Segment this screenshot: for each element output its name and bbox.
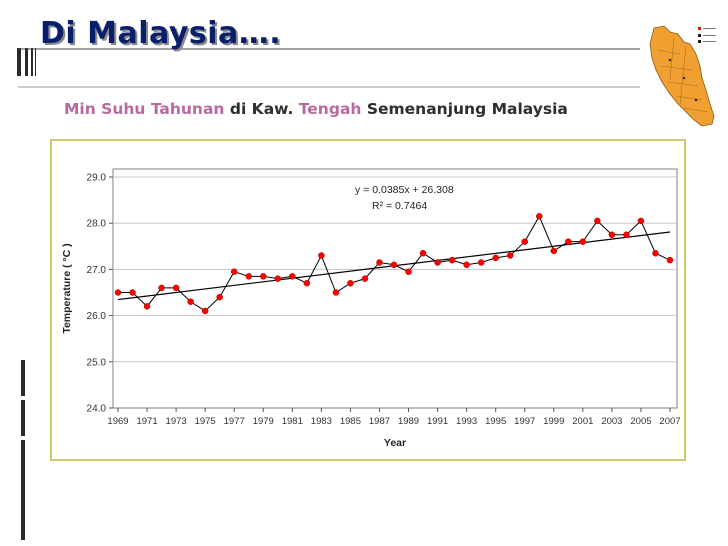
data-point bbox=[289, 273, 296, 280]
data-point bbox=[550, 247, 558, 255]
data-point bbox=[419, 249, 427, 257]
x-tick-label: 1981 bbox=[282, 416, 303, 427]
data-point bbox=[463, 261, 470, 269]
data-point bbox=[129, 289, 136, 296]
deco-bar bbox=[21, 360, 25, 396]
x-tick-label: 1995 bbox=[485, 416, 506, 427]
data-point bbox=[434, 259, 441, 266]
y-tick-label: 29.0 bbox=[87, 173, 107, 184]
map-legend-mark bbox=[698, 27, 701, 30]
data-point bbox=[347, 280, 354, 287]
x-tick-label: 1991 bbox=[427, 416, 448, 427]
deco-bar bbox=[17, 48, 21, 76]
data-point bbox=[506, 252, 514, 259]
map-legend-mark bbox=[698, 34, 701, 37]
x-tick-label: 1971 bbox=[136, 416, 157, 427]
data-point bbox=[260, 273, 267, 280]
x-tick-label: 1975 bbox=[195, 416, 216, 427]
data-point bbox=[172, 284, 180, 292]
data-point bbox=[652, 249, 659, 257]
x-tick-label: 1977 bbox=[224, 416, 245, 427]
slide-title: Di Malaysia…. bbox=[40, 16, 282, 51]
x-tick-label: 1989 bbox=[398, 416, 419, 427]
slide-subtitle: Min Suhu Tahunan di Kaw. Tengah Semenanj… bbox=[64, 100, 568, 118]
map-location-dot bbox=[694, 98, 698, 102]
data-point bbox=[332, 289, 340, 296]
data-point bbox=[477, 259, 485, 266]
map-location-dot bbox=[668, 58, 672, 62]
data-point bbox=[536, 213, 543, 220]
subtitle-part: Semenanjung Malaysia bbox=[366, 100, 568, 118]
x-tick-label: 1987 bbox=[369, 416, 390, 427]
data-point bbox=[230, 268, 238, 275]
deco-bar bbox=[21, 440, 25, 540]
peninsular-malaysia-map-icon bbox=[649, 24, 720, 127]
data-point bbox=[608, 231, 616, 238]
map-landmass bbox=[649, 25, 715, 127]
data-point bbox=[143, 303, 151, 310]
trend-equation: y = 0.0385x + 26.308 bbox=[355, 184, 454, 196]
x-tick-label: 1973 bbox=[166, 416, 187, 427]
deco-bar bbox=[35, 48, 36, 76]
data-point bbox=[448, 256, 456, 264]
subtitle-part: di Kaw. bbox=[229, 100, 294, 118]
data-point bbox=[216, 293, 223, 301]
data-point bbox=[521, 238, 528, 245]
x-tick-label: 1969 bbox=[107, 416, 128, 427]
data-point bbox=[318, 252, 325, 259]
data-point bbox=[390, 261, 398, 269]
trend-r-squared: R² = 0.7464 bbox=[372, 200, 427, 212]
map-state-border bbox=[657, 37, 709, 113]
data-point bbox=[376, 259, 383, 266]
data-point bbox=[303, 280, 311, 287]
data-point bbox=[594, 217, 601, 225]
data-point bbox=[579, 238, 587, 245]
x-tick-label: 2005 bbox=[630, 416, 651, 427]
data-point bbox=[158, 284, 165, 292]
data-point bbox=[492, 254, 499, 262]
data-point bbox=[274, 275, 282, 282]
data-point bbox=[405, 268, 412, 275]
temperature-chart: 24.0 25.0 26.0 27.0 28.0 29.0 1969 1971 1973 1975… bbox=[50, 139, 686, 461]
data-point bbox=[637, 217, 645, 225]
x-tick-label: 1979 bbox=[253, 416, 274, 427]
x-tick-label: 1997 bbox=[514, 416, 535, 427]
x-tick-label: 2007 bbox=[659, 416, 680, 427]
x-tick-label: 1999 bbox=[543, 416, 564, 427]
y-tick-label: 26.0 bbox=[87, 311, 107, 322]
x-tick-label: 2003 bbox=[601, 416, 622, 427]
x-axis-label: Year bbox=[384, 437, 406, 449]
chart-svg: 24.0 25.0 26.0 27.0 28.0 29.0 1969 1971 1973 1975… bbox=[50, 139, 686, 461]
data-point bbox=[187, 298, 194, 305]
y-tick-label: 28.0 bbox=[87, 219, 107, 230]
data-point bbox=[201, 307, 209, 315]
deco-bar bbox=[31, 48, 33, 76]
deco-bar bbox=[25, 48, 28, 76]
data-point bbox=[361, 275, 369, 282]
data-point bbox=[245, 273, 252, 280]
y-tick-label: 25.0 bbox=[87, 357, 107, 368]
data-point bbox=[565, 238, 572, 245]
y-tick-label: 27.0 bbox=[87, 265, 107, 276]
subtitle-part: Tengah bbox=[298, 100, 362, 118]
map-legend-mark bbox=[698, 40, 701, 43]
y-tick-label: 24.0 bbox=[87, 404, 107, 415]
data-point bbox=[666, 256, 674, 264]
map-location-dot bbox=[682, 76, 686, 80]
y-axis-label: Temperature ( °C ) bbox=[61, 243, 73, 333]
data-point bbox=[623, 231, 630, 238]
x-tick-label: 1983 bbox=[311, 416, 332, 427]
data-point bbox=[114, 289, 122, 296]
deco-bar bbox=[21, 400, 25, 436]
x-tick-label: 1993 bbox=[456, 416, 477, 427]
subtitle-part: Min Suhu Tahunan bbox=[64, 100, 225, 118]
x-tick-label: 2001 bbox=[572, 416, 593, 427]
x-tick-label: 1985 bbox=[340, 416, 361, 427]
